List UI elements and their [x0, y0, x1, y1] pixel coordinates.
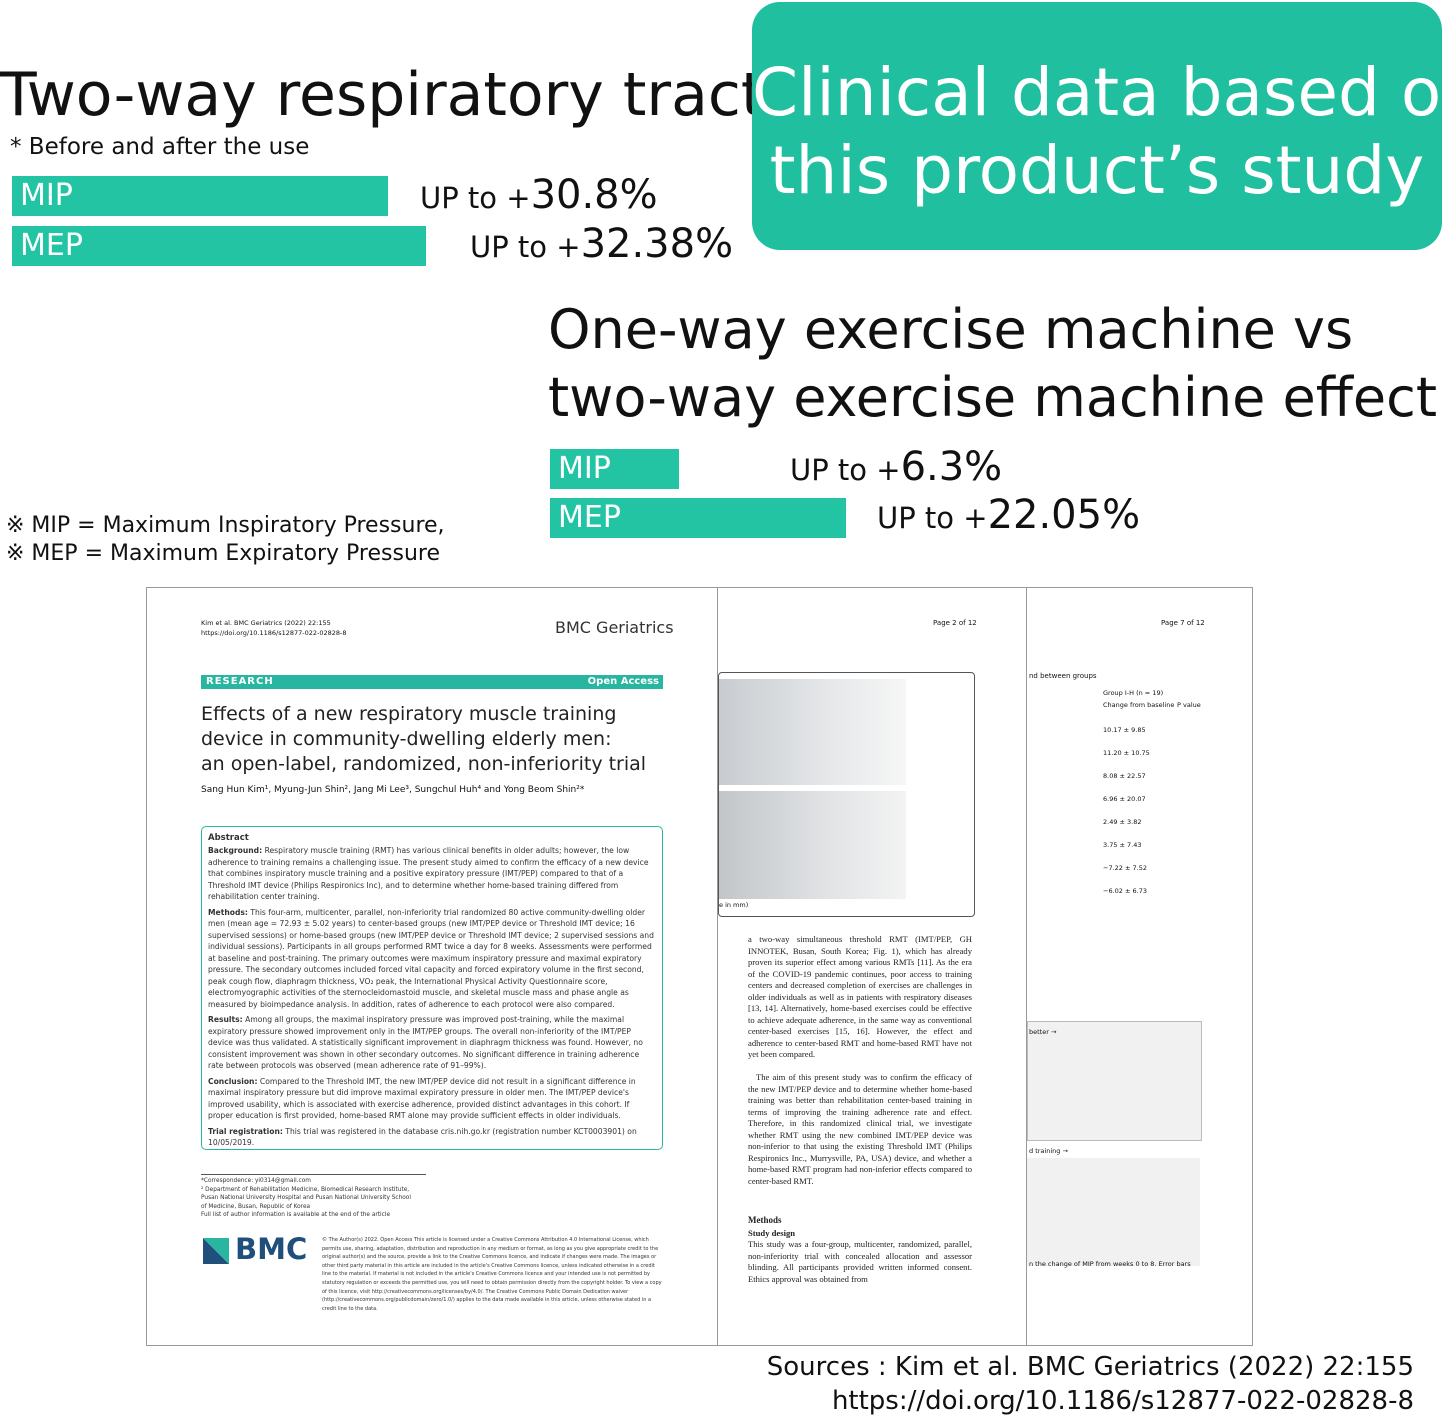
- table-head: Group I-H (n = 19): [1103, 689, 1164, 697]
- paper-page-1: Kim et al. BMC Geriatrics (2022) 22:155 …: [146, 587, 718, 1346]
- title-line: device in community-dwelling elderly men…: [201, 728, 612, 750]
- table-head: P value: [1177, 701, 1201, 709]
- paragraph: This study was a four-group, multicenter…: [748, 1239, 972, 1284]
- stat: UP to +30.8%: [420, 172, 658, 218]
- value: 32.38%: [580, 221, 734, 267]
- bmc-icon: [203, 1238, 229, 1264]
- abstract-head: Methods:: [208, 907, 248, 917]
- section-bar: RESEARCH Open Access: [201, 675, 663, 689]
- source-line: https://doi.org/10.1186/s12877-022-02828…: [831, 1386, 1414, 1416]
- table-cell: 8.08 ± 22.57: [1103, 772, 1146, 780]
- footnote: *Correspondence: yi0314@gmail.com: [201, 1178, 311, 1184]
- abstract-heading: Abstract: [208, 833, 249, 843]
- title-line: an open-label, randomized, non-inferiori…: [201, 753, 647, 775]
- abstract-head: Trial registration:: [208, 1126, 283, 1136]
- abstract-text: Among all groups, the maximal inspirator…: [208, 1015, 643, 1070]
- paper-page-3: Page 7 of 12 nd between groups Group I-H…: [1000, 587, 1253, 1346]
- stat: UP to +22.05%: [877, 492, 1140, 538]
- badge-line: Clinical data based on: [752, 54, 1445, 131]
- citation: Kim et al. BMC Geriatrics (2022) 22:155: [201, 619, 331, 627]
- value: 30.8%: [530, 172, 658, 218]
- doi: https://doi.org/10.1186/s12877-022-02828…: [201, 629, 347, 637]
- abstract-box: Abstract Background: Respiratory muscle …: [201, 826, 663, 1150]
- notes: ※ MIP = Maximum Inspiratory Pressure, ※ …: [6, 512, 445, 568]
- abstract-section: Conclusion: Compared to the Threshold IM…: [208, 1076, 656, 1122]
- note: ※ MIP = Maximum Inspiratory Pressure,: [6, 513, 445, 538]
- license: © The Author(s) 2022. Open Access This a…: [322, 1237, 662, 1312]
- prefix: UP to +: [877, 501, 988, 535]
- caption: n the change of MIP from weeks 0 to 8. E…: [1029, 1260, 1191, 1268]
- note: ※ MEP = Maximum Expiratory Pressure: [6, 541, 440, 566]
- paper-page-2: Page 2 of 12 e in mm) a two-way simultan…: [700, 587, 1027, 1346]
- authors: Sang Hun Kim¹, Myung-Jun Shin², Jang Mi …: [201, 785, 585, 795]
- abstract-section: Background: Respiratory muscle training …: [208, 845, 656, 903]
- chart-image: [1027, 1158, 1200, 1266]
- abstract-text: Respiratory muscle training (RMT) has va…: [208, 846, 649, 901]
- source-line: Sources : Kim et al. BMC Geriatrics (202…: [766, 1352, 1414, 1382]
- badge: Clinical data based on this product’s st…: [752, 2, 1445, 250]
- title-line: Effects of a new respiratory muscle trai…: [201, 703, 617, 725]
- section: RESEARCH: [206, 676, 274, 687]
- table-cell: 10.17 ± 9.85: [1103, 726, 1146, 734]
- chart-label: better →: [1029, 1028, 1057, 1036]
- table-cell: 2.49 ± 3.82: [1103, 818, 1142, 826]
- abstract-head: Background:: [208, 846, 263, 855]
- footnote: Full list of author information is avail…: [201, 1212, 391, 1218]
- stat: UP to +6.3%: [790, 444, 1002, 490]
- title-line: two-way exercise machine effect: [548, 366, 1437, 429]
- compare-title: One-way exercise machine vs two-way exer…: [548, 296, 1437, 432]
- table-cell: 6.96 ± 20.07: [1103, 795, 1146, 803]
- journal: BMC Geriatrics: [555, 618, 674, 637]
- chart-image: [1027, 1021, 1202, 1141]
- abstract-section: Trial registration: This trial was regis…: [208, 1126, 656, 1149]
- badge-line: this product’s study: [769, 132, 1425, 209]
- table-cell: 11.20 ± 10.75: [1103, 749, 1150, 757]
- abstract-head: Conclusion:: [208, 1076, 258, 1086]
- value: 22.05%: [987, 492, 1141, 538]
- table-cell: −7.22 ± 7.52: [1103, 864, 1147, 872]
- title-line: One-way exercise machine vs: [548, 298, 1354, 361]
- figure: e in mm): [718, 672, 975, 917]
- prefix: UP to +: [420, 181, 531, 215]
- rule: [201, 1174, 426, 1175]
- value: 6.3%: [900, 444, 1003, 490]
- chart-label: d training →: [1029, 1147, 1068, 1155]
- access: Open Access: [587, 676, 659, 687]
- table-cell: 3.75 ± 7.43: [1103, 841, 1142, 849]
- bar-label: MIP: [550, 449, 679, 489]
- caption: e in mm): [719, 901, 749, 909]
- bar-label: MEP: [550, 498, 846, 538]
- bar-label: MIP: [12, 176, 388, 216]
- photo: [719, 791, 906, 899]
- paper-title: Effects of a new respiratory muscle trai…: [201, 702, 646, 777]
- footnotes: *Correspondence: yi0314@gmail.com ² Depa…: [201, 1177, 411, 1220]
- bar-label: MEP: [12, 226, 426, 266]
- page-number: Page 7 of 12: [1161, 619, 1205, 627]
- heading: Methods: [748, 1215, 782, 1225]
- bmc-logo: BMC: [235, 1232, 308, 1266]
- photo: [719, 679, 906, 785]
- page-number: Page 2 of 12: [933, 619, 977, 627]
- abstract-text: This four-arm, multicenter, parallel, no…: [208, 907, 654, 1009]
- abstract-section: Methods: This four-arm, multicenter, par…: [208, 907, 656, 1011]
- table-title: nd between groups: [1029, 672, 1097, 680]
- prefix: UP to +: [790, 453, 901, 487]
- footnote: ² Department of Rehabilitation Medicine,…: [201, 1186, 411, 1210]
- sources: Sources : Kim et al. BMC Geriatrics (202…: [767, 1350, 1414, 1418]
- prefix: UP to +: [470, 230, 581, 264]
- subtitle: * Before and after the use: [10, 134, 310, 160]
- stat: UP to +32.38%: [470, 221, 733, 267]
- paragraph: a two-way simultaneous threshold RMT (IM…: [748, 934, 972, 1059]
- title: Two-way respiratory tract: [0, 60, 765, 130]
- heading: Study design: [748, 1228, 796, 1238]
- table-head: Change from baseline: [1103, 701, 1175, 709]
- abstract-text: Compared to the Threshold IMT, the new I…: [208, 1076, 636, 1121]
- paragraph: The aim of this present study was to con…: [748, 1072, 972, 1186]
- table-cell: −6.02 ± 6.73: [1103, 887, 1147, 895]
- abstract-text: This trial was registered in the databas…: [208, 1126, 637, 1148]
- abstract-section: Results: Among all groups, the maximal i…: [208, 1014, 656, 1072]
- abstract-head: Results:: [208, 1015, 243, 1024]
